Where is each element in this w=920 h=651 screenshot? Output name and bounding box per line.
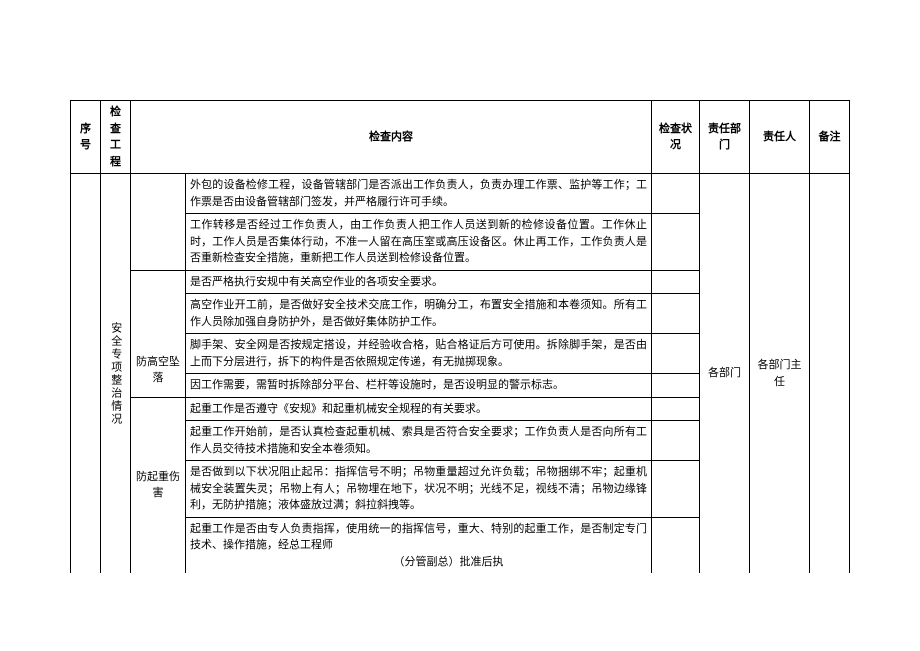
content-cell: 外包的设备检修工程，设备管辖部门是否派出工作负责人，负责办理工作票、监护等工作；… [186, 174, 652, 214]
header-dept: 责任部门 [700, 101, 750, 174]
header-note: 备注 [810, 101, 850, 174]
seq-cell [71, 174, 101, 574]
header-project: 检查工程 [101, 101, 131, 174]
sub-cell-fall: 防高空坠落 [131, 270, 186, 397]
content-cell: 高空作业开工前，是否做好安全技术交底工作，明确分工，布置安全措施和本卷须知。所有… [186, 294, 652, 334]
status-cell [652, 517, 700, 573]
content-cell: 因工作需要，需暂时拆除部分平台、栏杆等设施时，是否设明显的警示标志。 [186, 374, 652, 398]
sub-cell-lift: 防起重伤害 [131, 397, 186, 573]
content-cell: 起重工作是否遵守《安规》和起重机械安全规程的有关要求。 [186, 397, 652, 421]
sub-cell-empty [131, 174, 186, 271]
note-cell [810, 174, 850, 574]
status-cell [652, 334, 700, 374]
content-cell: 起重工作开始前，是否认真检查起重机械、索具是否符合安全要求；工作负责人是否向所有… [186, 421, 652, 461]
table-header-row: 序号 检查工程 检查内容 检查状况 责任部门 责任人 备注 [71, 101, 850, 174]
content-cell: 工作转移是否经过工作负责人，由工作负责人把工作人员送到新的检修设备位置。工作休止… [186, 214, 652, 271]
status-cell [652, 214, 700, 271]
content-cell: 是否做到以下状况阻止起吊：指挥信号不明；吊物重量超过允许负载；吊物捆绑不牢；起重… [186, 461, 652, 518]
status-cell [652, 174, 700, 214]
status-cell [652, 397, 700, 421]
status-cell [652, 461, 700, 518]
status-cell [652, 270, 700, 294]
content-cell: 起重工作是否由专人负责指挥，使用统一的指挥信号，重大、特别的起重工作，是否制定专… [186, 517, 652, 573]
header-seq: 序号 [71, 101, 101, 174]
person-cell: 各部门主任 [750, 174, 810, 574]
inspection-table: 序号 检查工程 检查内容 检查状况 责任部门 责任人 备注 安全专项整治情况 外… [70, 100, 850, 573]
table-row: 安全专项整治情况 外包的设备检修工程，设备管辖部门是否派出工作负责人，负责办理工… [71, 174, 850, 214]
header-person: 责任人 [750, 101, 810, 174]
status-cell [652, 374, 700, 398]
header-content: 检查内容 [131, 101, 652, 174]
content-cell: 脚手架、安全网是否按规定搭设，并经验收合格，贴合格证后方可使用。拆除脚手架，是否… [186, 334, 652, 374]
content-cell: 是否严格执行安规中有关高空作业的各项安全要求。 [186, 270, 652, 294]
dept-cell: 各部门 [700, 174, 750, 574]
status-cell [652, 421, 700, 461]
header-status: 检查状况 [652, 101, 700, 174]
status-cell [652, 294, 700, 334]
project-cell: 安全专项整治情况 [101, 174, 131, 574]
